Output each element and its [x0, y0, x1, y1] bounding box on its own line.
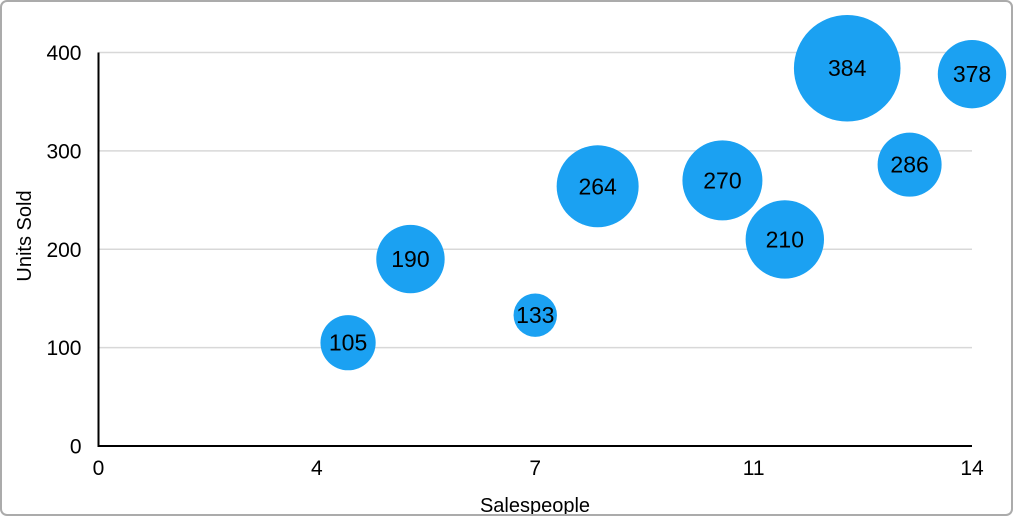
bubble-label-210: 210	[766, 226, 804, 252]
bubble-264[interactable]	[556, 145, 639, 228]
bubble-286[interactable]	[877, 132, 942, 197]
y-axis-title: Units Sold	[14, 190, 36, 281]
axes	[97, 52, 972, 447]
bubble-378[interactable]	[937, 39, 1007, 109]
bubble-label-286: 286	[890, 152, 928, 178]
tick-labels: 0 100 200 300 400 0 4 7 11 14	[46, 42, 984, 480]
bubble-384[interactable]	[793, 14, 901, 122]
y-tick-label-100: 100	[46, 337, 81, 360]
bubble-133[interactable]	[513, 293, 557, 337]
x-tick-label-4: 4	[311, 457, 323, 480]
bubble-label-270: 270	[703, 167, 741, 193]
bubble-105[interactable]	[320, 315, 376, 371]
x-axis-title: Salespeople	[480, 495, 590, 516]
bubble-270[interactable]	[682, 140, 763, 221]
y-tick-label-300: 300	[46, 140, 81, 163]
x-tick-label-14: 14	[960, 457, 984, 480]
y-tick-label-0: 0	[70, 436, 82, 459]
bubble-210[interactable]	[745, 200, 825, 279]
x-tick-label-0: 0	[93, 457, 105, 480]
bubble-label-133: 133	[516, 302, 554, 328]
bubble-label-384: 384	[828, 55, 867, 81]
bubble-label-190: 190	[391, 246, 429, 272]
y-tick-label-400: 400	[46, 42, 81, 65]
y-tick-label-200: 200	[46, 239, 81, 262]
x-tick-label-7: 7	[529, 457, 541, 480]
bubble-label-105: 105	[329, 330, 367, 356]
bubble-190[interactable]	[376, 224, 445, 294]
bubble-label-378: 378	[953, 61, 991, 87]
bubble-series: 105 190 133 264 270 210 384 286 378	[320, 14, 1007, 371]
bubble-label-264: 264	[578, 173, 617, 199]
x-tick-label-11: 11	[743, 457, 765, 480]
